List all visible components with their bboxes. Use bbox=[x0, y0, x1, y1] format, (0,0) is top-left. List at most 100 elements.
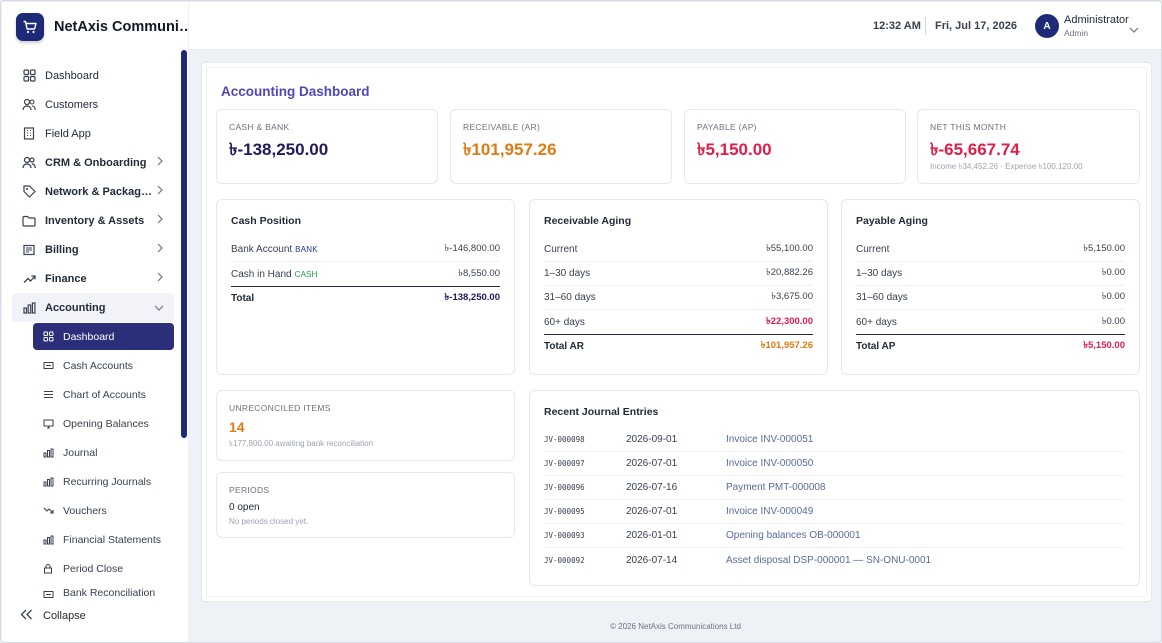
kpi-value: ৳101,957.26 bbox=[463, 140, 557, 159]
sidebar-item-network[interactable]: Network & Packag… bbox=[12, 177, 174, 206]
brand[interactable]: NetAxis Communi… bbox=[16, 12, 193, 42]
sidebar-item-dashboard[interactable]: Dashboard bbox=[12, 61, 174, 90]
sidebar-nav: Dashboard Customers Field App CRM & Onbo… bbox=[12, 61, 174, 599]
sidebar-scrollbar[interactable] bbox=[181, 50, 187, 438]
journal-id[interactable]: JV-000098 bbox=[544, 435, 585, 444]
journal-id[interactable]: JV-000093 bbox=[544, 531, 585, 540]
sidebar-item-field-app[interactable]: Field App bbox=[12, 119, 174, 148]
journal-description[interactable]: Opening balances OB-000001 bbox=[726, 530, 861, 541]
total-amount: ৳101,957.26 bbox=[760, 340, 813, 351]
clock-date: Fri, Jul 17, 2026 bbox=[935, 20, 1017, 32]
periods-card: PERIODS 0 open No periods closed yet. bbox=[216, 472, 515, 538]
journal-id[interactable]: JV-000092 bbox=[544, 555, 585, 565]
building-icon bbox=[21, 126, 37, 142]
sidebar-subitem-cash-accounts[interactable]: Cash Accounts bbox=[12, 351, 174, 380]
total-label: Total bbox=[231, 293, 255, 304]
sidebar-item-inventory[interactable]: Inventory & Assets bbox=[12, 206, 174, 235]
sidebar-subitem-label: Dashboard bbox=[63, 330, 115, 343]
trend-icon bbox=[21, 271, 37, 287]
sidebar-item-customers[interactable]: Customers bbox=[12, 90, 174, 119]
sidebar-item-label: CRM & Onboarding bbox=[45, 156, 147, 169]
folder-icon bbox=[21, 213, 37, 229]
journal-description[interactable]: Invoice INV-000051 bbox=[726, 434, 814, 445]
row-amount: ৳20,882.26 bbox=[766, 267, 813, 278]
sidebar-subitem-chart-of-accounts[interactable]: Chart of Accounts bbox=[12, 380, 174, 409]
journal-description[interactable]: Asset disposal DSP-000001 — SN-ONU-0001 bbox=[726, 554, 932, 566]
unreconciled-items-card: UNRECONCILED ITEMS 14 ৳177,800.00 awaiti… bbox=[216, 390, 515, 461]
chevron-right-icon bbox=[156, 243, 164, 256]
total-label: Total AP bbox=[856, 341, 896, 352]
sidebar-subitem-recurring-journals[interactable]: Recurring Journals bbox=[12, 467, 174, 496]
sidebar-subitem-period-close[interactable]: Period Close bbox=[12, 554, 174, 583]
sidebar-item-label: Inventory & Assets bbox=[45, 214, 145, 227]
payable-aging-rows: Current ৳5,150.00 1–30 days ৳0.00 31–60 da… bbox=[856, 238, 1125, 358]
chevron-right-icon bbox=[156, 214, 164, 227]
user-name[interactable]: Administrator bbox=[1064, 14, 1129, 26]
receivable-aging-card: Receivable Aging Current ৳55,100.00 1–30 … bbox=[529, 199, 828, 375]
page-title: Accounting Dashboard bbox=[221, 84, 370, 99]
table-row[interactable]: JV-000092 2026-07-14 Asset disposal DSP-00… bbox=[544, 548, 1125, 572]
table-row[interactable]: JV-000093 2026-01-01 Opening balances OB-0… bbox=[544, 524, 1125, 548]
table-row[interactable]: JV-000098 2026-09-01 Invoice INV-000051 bbox=[544, 428, 1125, 452]
avatar[interactable]: A bbox=[1035, 14, 1059, 38]
journal-date: 2026-07-01 bbox=[626, 458, 678, 469]
sidebar-subitem-opening-balances[interactable]: Opening Balances bbox=[12, 409, 174, 438]
collapse-label: Collapse bbox=[43, 610, 86, 622]
journal-id[interactable]: JV-000097 bbox=[544, 459, 585, 468]
table-row: Current ৳5,150.00 bbox=[856, 238, 1125, 262]
monitor-icon bbox=[41, 417, 55, 431]
card-label: PERIODS bbox=[229, 485, 270, 495]
sidebar-subitem-financial-statements[interactable]: Financial Statements bbox=[12, 525, 174, 554]
sidebar-item-label: Network & Packag… bbox=[45, 185, 152, 198]
total-label: Total AR bbox=[544, 341, 584, 352]
journal-id[interactable]: JV-000095 bbox=[544, 507, 585, 516]
sidebar-subitem-bank-reconciliation[interactable]: Bank Reconciliation bbox=[12, 583, 174, 599]
sidebar-item-label: Dashboard bbox=[45, 69, 99, 82]
card-subtext: ৳177,800.00 awaiting bank reconciliation bbox=[229, 439, 374, 448]
table-row: Bank Account BANK ৳-146,800.00 bbox=[231, 238, 500, 262]
section-title: Cash Position bbox=[231, 215, 302, 227]
sidebar-subitem-vouchers[interactable]: Vouchers bbox=[12, 496, 174, 525]
table-row[interactable]: JV-000095 2026-07-01 Invoice INV-000049 bbox=[544, 500, 1125, 524]
sidebar-item-billing[interactable]: Billing bbox=[12, 235, 174, 264]
sidebar-subitem-journal[interactable]: Journal bbox=[12, 438, 174, 467]
journal-date: 2026-01-01 bbox=[626, 530, 678, 541]
row-label: 1–30 days bbox=[856, 268, 903, 279]
table-row: 31–60 days ৳0.00 bbox=[856, 286, 1125, 310]
sidebar-item-crm[interactable]: CRM & Onboarding bbox=[12, 148, 174, 177]
kpi-card-cash-bank: CASH & BANK ৳-138,250.00 bbox=[216, 109, 438, 184]
journal-description[interactable]: Invoice INV-000050 bbox=[726, 458, 814, 469]
row-amount: ৳55,100.00 bbox=[766, 243, 813, 254]
kpi-label: NET THIS MONTH bbox=[930, 122, 1007, 132]
journal-date: 2026-07-16 bbox=[626, 482, 678, 493]
sidebar-item-finance[interactable]: Finance bbox=[12, 264, 174, 293]
table-row[interactable]: JV-000097 2026-07-01 Invoice INV-000050 bbox=[544, 452, 1125, 476]
section-title: Payable Aging bbox=[856, 215, 928, 227]
sidebar-subitem-label: Cash Accounts bbox=[63, 359, 134, 372]
table-row[interactable]: JV-000096 2026-07-16 Payment PMT-000008 bbox=[544, 476, 1125, 500]
sidebar-subitem-dashboard[interactable]: Dashboard bbox=[33, 323, 174, 350]
collapse-button[interactable]: Collapse bbox=[20, 609, 86, 623]
bar-chart-icon bbox=[41, 475, 55, 489]
journal-description[interactable]: Invoice INV-000049 bbox=[726, 506, 814, 517]
sidebar-item-label: Customers bbox=[45, 98, 99, 111]
account-type-tag: CASH bbox=[294, 269, 318, 279]
row-amount: ৳22,300.00 bbox=[766, 315, 813, 327]
cash-position-card: Cash Position Bank Account BANK ৳-146,800… bbox=[216, 199, 515, 375]
kpi-label: PAYABLE (AP) bbox=[697, 122, 757, 132]
journal-id[interactable]: JV-000096 bbox=[544, 483, 585, 492]
sidebar: NetAxis Communi… Dashboard Customers Fie… bbox=[2, 2, 193, 642]
periods-value: 0 open bbox=[229, 502, 260, 513]
sidebar-subitem-label: Bank Reconciliation bbox=[63, 587, 156, 599]
sidebar-item-label: Billing bbox=[45, 243, 79, 256]
journal-description[interactable]: Payment PMT-000008 bbox=[726, 482, 826, 493]
kpi-value: ৳-65,667.74 bbox=[930, 140, 1020, 159]
row-label: 60+ days bbox=[856, 316, 897, 328]
chevron-down-icon[interactable] bbox=[1129, 21, 1139, 39]
kpi-card-payable: PAYABLE (AP) ৳5,150.00 bbox=[684, 109, 906, 184]
payable-aging-card: Payable Aging Current ৳5,150.00 1–30 days… bbox=[841, 199, 1140, 375]
users-icon bbox=[21, 155, 37, 171]
kpi-card-receivable: RECEIVABLE (AR) ৳101,957.26 bbox=[450, 109, 672, 184]
grid-icon bbox=[41, 330, 55, 344]
sidebar-item-accounting[interactable]: Accounting bbox=[12, 293, 174, 322]
